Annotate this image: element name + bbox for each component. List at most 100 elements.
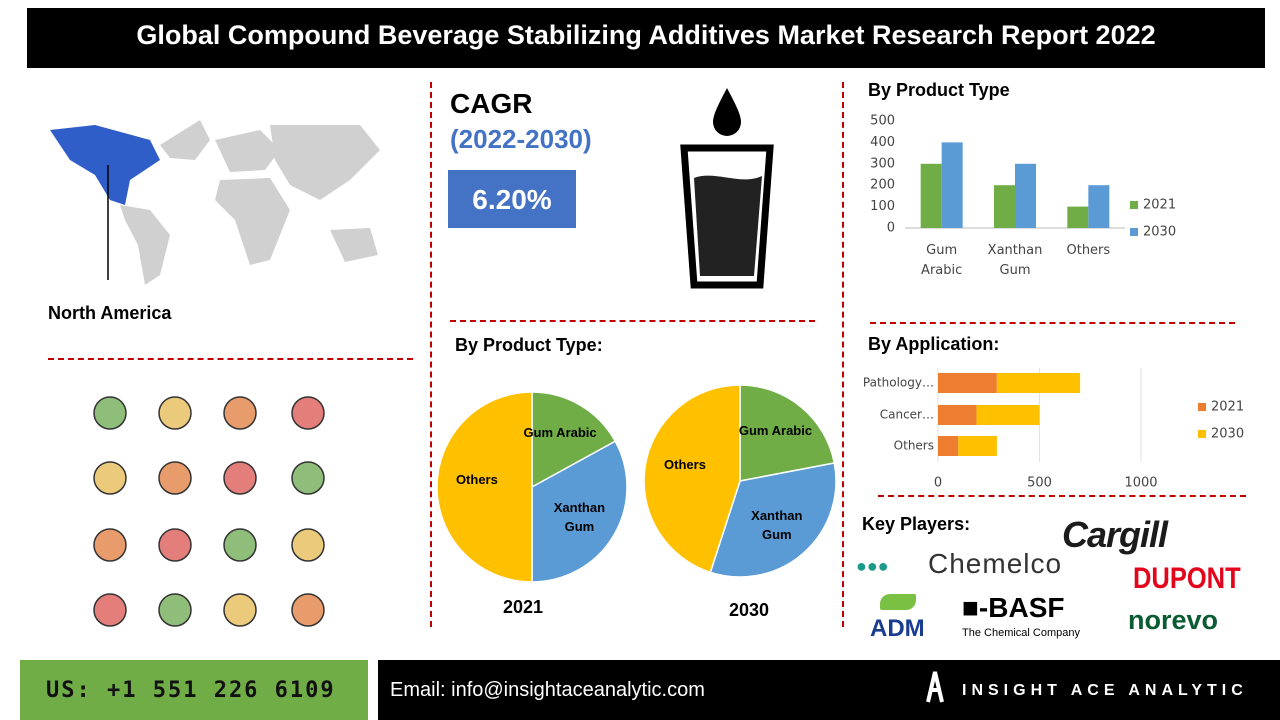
divider	[430, 82, 432, 627]
bar-segment	[996, 373, 1081, 393]
legend-swatch	[1198, 430, 1206, 438]
north-america	[50, 125, 160, 205]
pie-label: 2021	[502, 597, 544, 617]
icon	[291, 593, 325, 627]
glass	[680, 144, 774, 289]
greenland	[160, 120, 210, 160]
logo-chemelco-marks: ●●●	[856, 556, 889, 576]
icon	[158, 528, 192, 562]
legend-swatch	[1130, 228, 1138, 236]
slice-label: Others	[455, 472, 498, 487]
chart-title: By Product Type:	[455, 335, 603, 355]
divider	[878, 495, 1246, 497]
icon	[291, 528, 325, 562]
cagr-box	[448, 170, 576, 228]
legend-label: 2030	[1211, 427, 1244, 442]
logo-adm-leaf	[880, 594, 916, 610]
y-tick-label: Cancer…	[880, 408, 934, 422]
chart-title: By Application:	[868, 334, 1000, 354]
africa	[215, 178, 290, 265]
slice-label: Others	[664, 457, 706, 473]
logo-basf-name: BASF	[988, 592, 1065, 623]
key-players-title: Key Players:	[862, 514, 971, 534]
icon	[93, 461, 127, 495]
y-tick-label: 200	[870, 178, 895, 193]
logo-dupont: DUPONT	[1133, 562, 1241, 595]
legend-label: 2021	[1143, 198, 1176, 213]
bar-segment	[938, 373, 997, 393]
x-tick-label: Gum Arabic	[921, 243, 963, 278]
footer-email: Email: info@insightaceanalytic.com	[390, 679, 705, 701]
page-title: Global Compound Beverage Stabilizing Add…	[136, 20, 1156, 50]
icon	[291, 461, 325, 495]
beverage-icons	[93, 396, 325, 627]
logo-basf: ■-BASF	[962, 592, 1064, 624]
cagr-value: 6.20%	[472, 184, 552, 215]
footer-phone-bar	[20, 660, 368, 720]
bar	[1088, 185, 1110, 228]
slice-label: Gum Arabic	[523, 424, 597, 440]
x-tick-label: Xanthan Gum	[987, 243, 1043, 278]
y-tick-label: 100	[870, 199, 895, 214]
icon	[223, 396, 257, 430]
pie-slice	[531, 440, 628, 583]
divider	[842, 82, 844, 627]
slice-label: Xanthan Gum	[751, 507, 803, 542]
bar	[941, 142, 963, 228]
bar	[1067, 206, 1089, 228]
bar	[994, 185, 1015, 228]
region-label: North America	[48, 303, 172, 323]
bar	[920, 163, 942, 228]
icon	[158, 593, 192, 627]
divider	[450, 320, 815, 322]
logo-basf-mark: ■-	[962, 592, 989, 623]
bar-segment	[938, 405, 977, 425]
australia	[330, 228, 378, 262]
y-tick-label: 500	[870, 114, 895, 129]
footer-email-bar	[378, 660, 1280, 720]
bar-segment	[938, 436, 959, 456]
chart-title: By Product Type	[868, 80, 1010, 100]
slice-label: Xanthan Gum	[553, 500, 606, 535]
x-tick-label: 0	[934, 476, 942, 491]
drop	[713, 88, 741, 136]
slice-label: Gum Arabic	[738, 423, 813, 439]
logo-adm: ADM	[870, 615, 925, 642]
divider	[870, 322, 1235, 324]
x-tick-label: 500	[1027, 476, 1052, 491]
icon	[93, 593, 127, 627]
europe	[215, 130, 280, 172]
cagr-period: (2022-2030)	[450, 124, 592, 154]
logo-chemelco: Chemelco	[928, 548, 1063, 579]
pie-slice	[643, 384, 741, 574]
legend-swatch	[1130, 201, 1138, 209]
bar-segment	[958, 436, 997, 456]
icon	[158, 396, 192, 430]
icon	[223, 593, 257, 627]
icon	[158, 461, 192, 495]
liquid	[694, 175, 762, 276]
y-tick-label: 0	[887, 221, 895, 236]
logo-cargill: Cargill	[1062, 514, 1168, 555]
pie-slice	[531, 391, 617, 489]
header-bar	[27, 8, 1265, 68]
icon	[93, 528, 127, 562]
x-tick-label: Others	[1066, 243, 1111, 258]
y-tick-label: 300	[870, 156, 895, 171]
south-america	[120, 205, 170, 285]
asia	[270, 125, 380, 200]
bar-segment	[976, 405, 1040, 425]
icon	[93, 396, 127, 430]
logo-basf-tagline: The Chemical Company	[962, 627, 1080, 639]
pie-slice	[436, 391, 533, 583]
brand-logo	[926, 671, 944, 703]
legend-label: 2030	[1143, 225, 1176, 240]
cagr-title: CAGR	[450, 88, 533, 119]
bar	[1015, 163, 1036, 228]
icon	[223, 461, 257, 495]
pie-slice	[739, 384, 836, 482]
y-tick-label: 400	[870, 135, 895, 150]
pie-label: 2030	[728, 600, 770, 620]
icon	[223, 528, 257, 562]
